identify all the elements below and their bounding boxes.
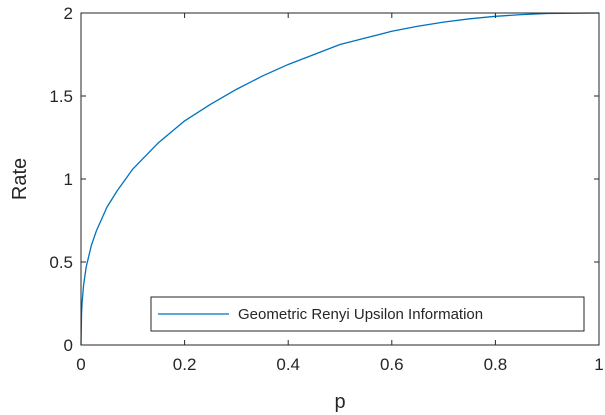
x-tick-label: 1 xyxy=(594,355,603,374)
x-axis-label: p xyxy=(334,391,345,413)
y-tick-label: 0.5 xyxy=(49,253,73,272)
plot-area xyxy=(81,13,599,345)
y-tick-label: 1 xyxy=(64,170,73,189)
x-tick-label: 0.2 xyxy=(173,355,197,374)
series-layer xyxy=(80,12,600,346)
x-tick-label: 0.6 xyxy=(380,355,404,374)
y-tick-label: 2 xyxy=(64,4,73,23)
x-tick-label: 0.8 xyxy=(484,355,508,374)
ticks-layer: 0 0.2 0.4 0.6 0.8 1 0 0.5 1 1.5 2 xyxy=(49,4,603,374)
plot-background xyxy=(81,13,599,345)
legend-entry-label: Geometric Renyi Upsilon Information xyxy=(238,306,483,323)
y-tick-label: 1.5 xyxy=(49,87,73,106)
x-tick-label: 0.4 xyxy=(276,355,300,374)
series-line xyxy=(80,12,600,346)
x-tick-label: 0 xyxy=(76,355,85,374)
y-tick-label: 0 xyxy=(64,336,73,355)
y-axis-label: Rate xyxy=(9,158,31,200)
legend: Geometric Renyi Upsilon Information xyxy=(150,296,585,332)
axes-box xyxy=(80,12,600,346)
